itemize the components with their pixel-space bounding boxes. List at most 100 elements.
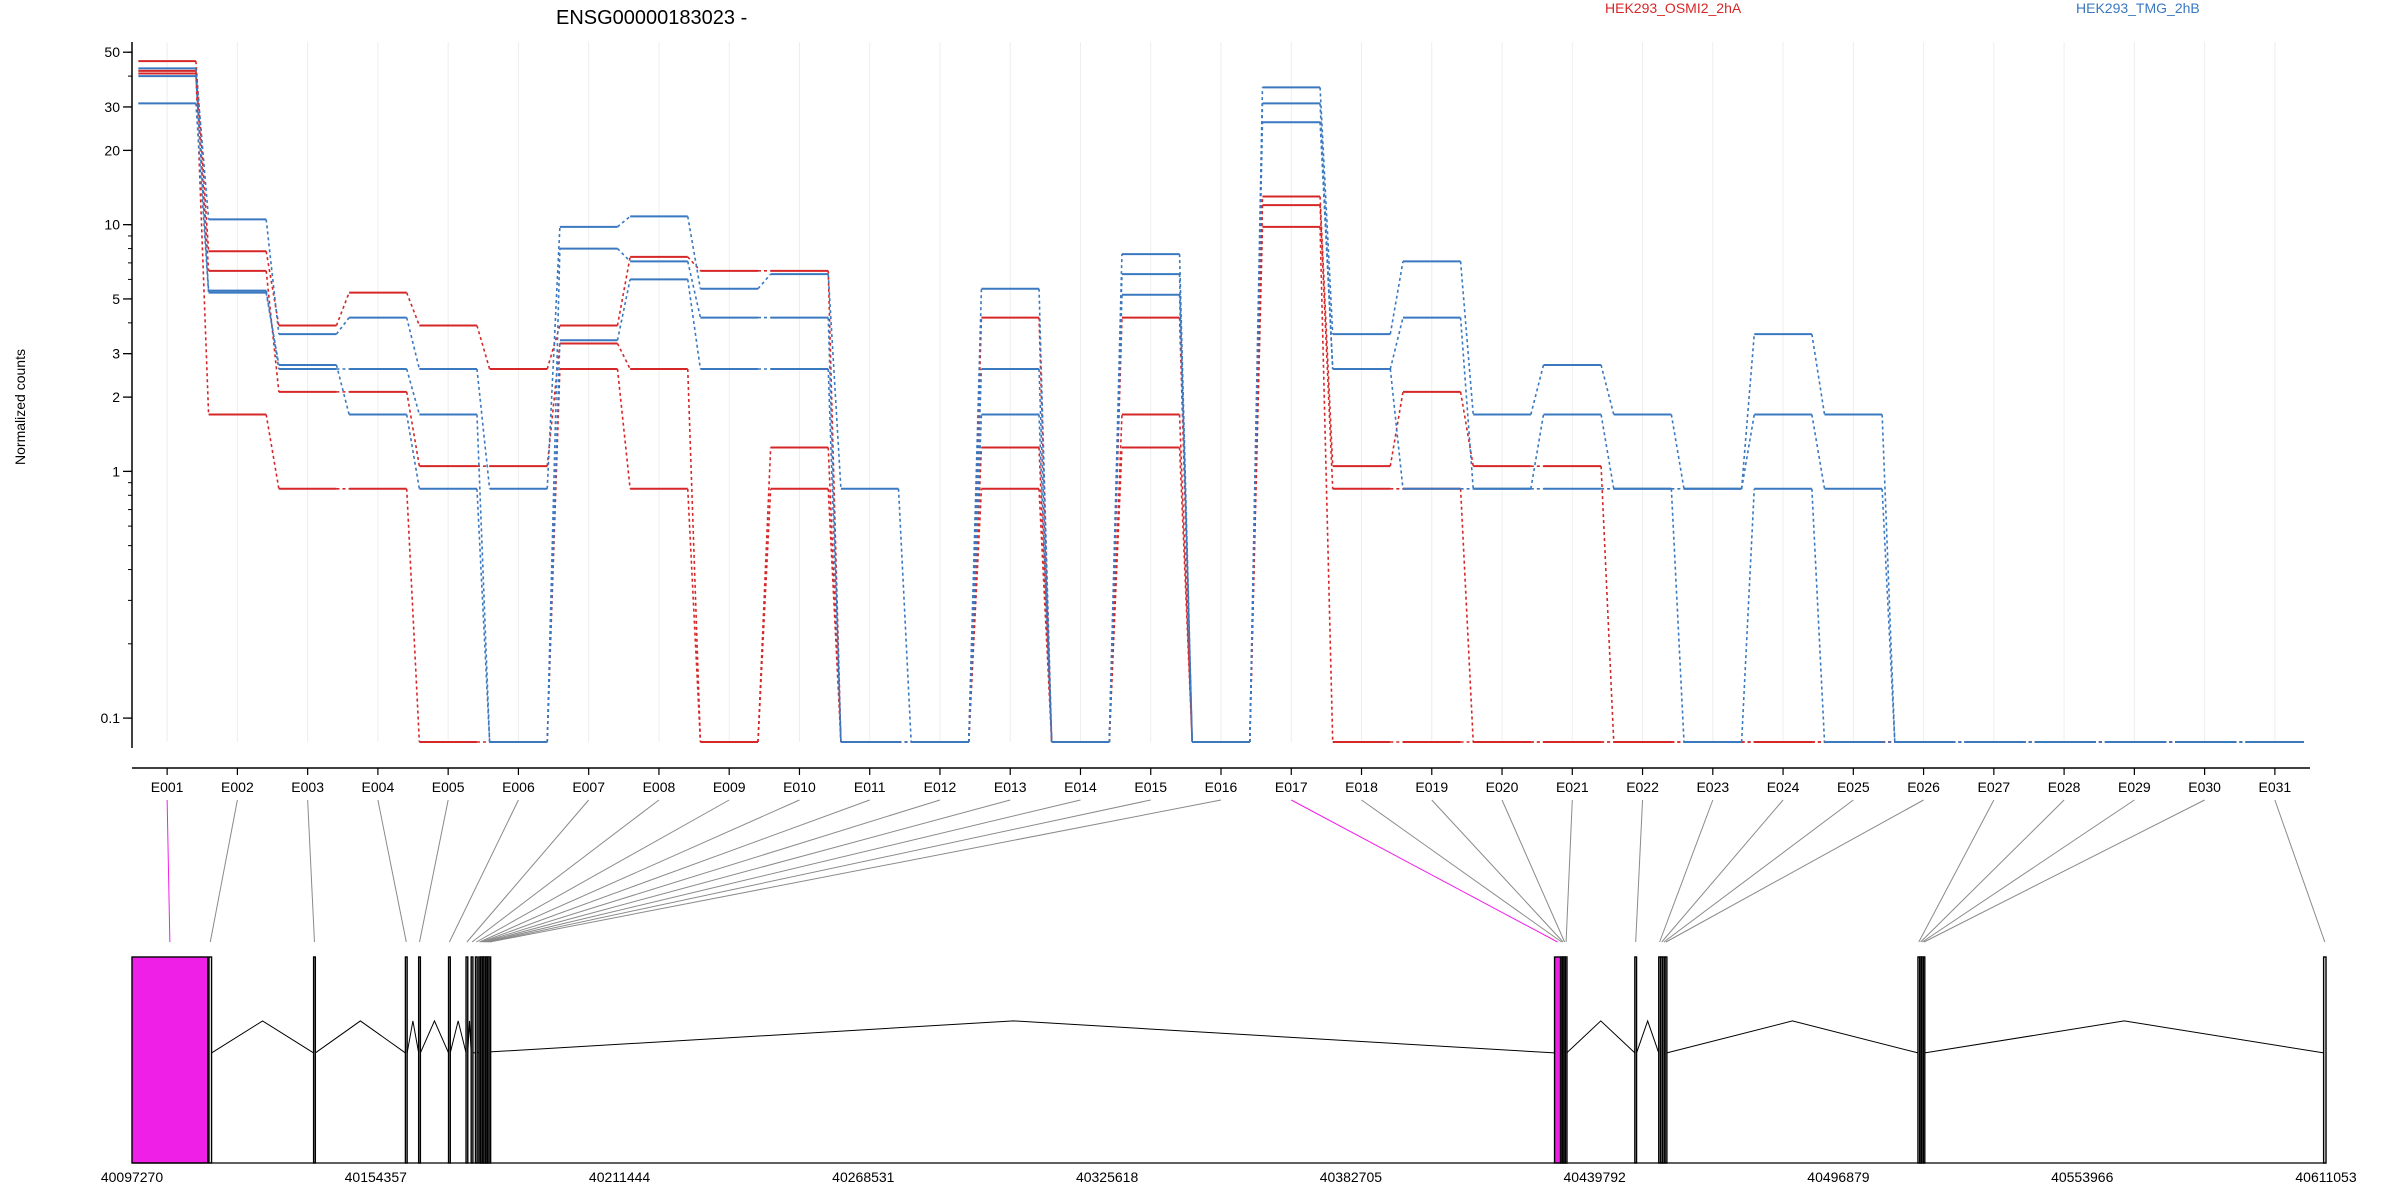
data-connector bbox=[616, 215, 631, 228]
chart-title: ENSG00000183023 - bbox=[556, 7, 747, 29]
y-tick-label: 3 bbox=[112, 346, 120, 362]
axes: 0.1 1 2 3 5 10 20 30 50 E001 E002 E003 E004 E005 E006 E… bbox=[101, 42, 2310, 795]
data-connector bbox=[1459, 391, 1475, 467]
intron-line bbox=[1566, 1020, 1636, 1054]
data-connector bbox=[1389, 317, 1404, 370]
gene-model: 40097270 40154357 40211444 40268531 40325618… bbox=[101, 956, 2357, 1185]
data-connector bbox=[1178, 447, 1193, 743]
exon-block bbox=[208, 956, 213, 1164]
x-tick-label: E010 bbox=[783, 779, 816, 795]
coordinate-tick-label: 40325618 bbox=[1076, 1169, 1139, 1185]
exon-connector bbox=[1659, 799, 1714, 943]
y-tick-label: 5 bbox=[112, 291, 120, 307]
exon-connector bbox=[489, 799, 1222, 943]
exon-connector bbox=[487, 799, 1151, 943]
plot-grid bbox=[166, 42, 2276, 742]
data-connector bbox=[686, 216, 702, 289]
data-connector bbox=[1459, 488, 1475, 743]
data-connector bbox=[1459, 317, 1475, 489]
data-connector bbox=[265, 290, 280, 370]
data-connector bbox=[1178, 274, 1193, 743]
data-connector bbox=[1038, 368, 1053, 743]
x-tick-label: E030 bbox=[2188, 779, 2221, 795]
exon-block bbox=[1553, 956, 1562, 1164]
legend-entry-tmg: HEK293_TMG_2hB bbox=[2076, 0, 2200, 16]
data-connector bbox=[1600, 414, 1615, 489]
data-connector bbox=[265, 414, 280, 489]
series-lines bbox=[138, 60, 2304, 743]
x-tick-label: E018 bbox=[1345, 779, 1378, 795]
exon-connector bbox=[307, 799, 315, 943]
data-connector bbox=[616, 343, 631, 370]
x-tick-label: E014 bbox=[1064, 779, 1097, 795]
x-tick-label: E017 bbox=[1275, 779, 1308, 795]
data-connector bbox=[265, 292, 280, 366]
data-connector bbox=[1178, 414, 1193, 743]
x-tick-label: E029 bbox=[2118, 779, 2151, 795]
data-connector bbox=[616, 368, 631, 489]
data-connector bbox=[1108, 294, 1123, 743]
data-connector bbox=[1038, 447, 1053, 743]
exon-block bbox=[488, 956, 492, 1164]
data-connector bbox=[616, 279, 631, 341]
exon-connector bbox=[209, 799, 238, 943]
data-connector bbox=[195, 68, 210, 220]
x-tick-label: E012 bbox=[924, 779, 957, 795]
x-tick-label: E028 bbox=[2048, 779, 2081, 795]
exon-connector bbox=[1665, 799, 1924, 943]
y-axis-label: Normalized counts bbox=[12, 349, 28, 465]
data-connector bbox=[967, 414, 983, 743]
x-tick-label: E006 bbox=[502, 779, 535, 795]
data-connector bbox=[265, 270, 280, 392]
exon-connector bbox=[1922, 799, 2135, 943]
data-connector bbox=[827, 368, 842, 743]
data-connector bbox=[335, 317, 350, 335]
data-connector bbox=[686, 488, 702, 743]
data-connector bbox=[195, 76, 210, 291]
data-connector bbox=[1670, 488, 1685, 743]
x-tick-label: E020 bbox=[1486, 779, 1519, 795]
intron-line bbox=[406, 1020, 420, 1054]
data-connector bbox=[405, 414, 421, 489]
data-connector bbox=[1600, 364, 1615, 415]
exon-block bbox=[1564, 956, 1568, 1164]
exon-block bbox=[474, 956, 478, 1164]
exon-block bbox=[1634, 956, 1638, 1164]
exon-connector bbox=[1431, 799, 1564, 943]
data-connector bbox=[1530, 414, 1545, 489]
exon-connector bbox=[1501, 799, 1566, 943]
intron-line bbox=[1666, 1020, 1919, 1054]
coordinate-tick-label: 40553966 bbox=[2051, 1169, 2114, 1185]
data-connector bbox=[1319, 205, 1334, 489]
x-tick-label: E023 bbox=[1696, 779, 1729, 795]
exon-block bbox=[2322, 956, 2327, 1164]
x-tick-label: E024 bbox=[1767, 779, 1800, 795]
x-tick-label: E031 bbox=[2259, 779, 2292, 795]
data-connector bbox=[265, 251, 280, 326]
data-connector bbox=[1740, 334, 1756, 489]
data-connector bbox=[686, 261, 702, 318]
x-tick-label: E016 bbox=[1205, 779, 1238, 795]
coordinate-tick-label: 40211444 bbox=[589, 1169, 650, 1185]
data-connector bbox=[1670, 414, 1685, 489]
exon-connector bbox=[166, 799, 171, 943]
y-tick-label: 50 bbox=[104, 44, 120, 60]
exon-block bbox=[447, 956, 451, 1164]
x-tick-label: E008 bbox=[643, 779, 676, 795]
exon-connector bbox=[481, 799, 870, 943]
exon-connectors bbox=[166, 799, 2326, 943]
series-line bbox=[138, 102, 2304, 743]
data-connector bbox=[1038, 414, 1053, 743]
intron-line bbox=[315, 1020, 406, 1054]
exon-block bbox=[470, 956, 474, 1164]
data-connector bbox=[195, 103, 210, 293]
coordinate-tick-label: 40268531 bbox=[832, 1169, 895, 1185]
data-connector bbox=[546, 226, 561, 489]
data-connector bbox=[616, 248, 631, 262]
x-tick-label: E001 bbox=[151, 779, 184, 795]
exon-connector bbox=[419, 799, 449, 943]
data-connector bbox=[1811, 414, 1826, 489]
data-connector bbox=[405, 368, 421, 415]
data-connector bbox=[827, 447, 842, 743]
